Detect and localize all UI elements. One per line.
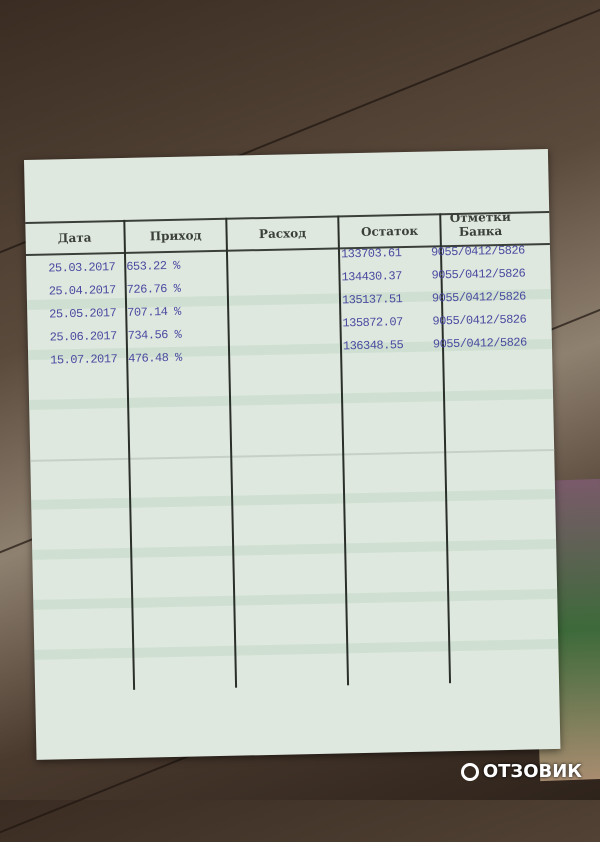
watermark-text: ОТЗОВИК	[482, 761, 582, 782]
page-fold	[30, 448, 555, 462]
row-bank-mark: 9055/0412/5826	[431, 266, 526, 283]
row-income: 726.76 %	[126, 281, 181, 297]
row-date: 25.03.2017	[48, 260, 116, 276]
row-balance: 133703.61	[340, 246, 402, 262]
watermark-logo-icon	[460, 762, 479, 781]
watermark: ОТЗОВИК	[460, 761, 582, 782]
row-bank-mark: 9055/0412/5826	[431, 289, 526, 306]
page-stripe	[33, 588, 558, 610]
row-income: 734.56 %	[127, 327, 182, 343]
header-income: Приход	[149, 228, 202, 244]
page-stripe	[32, 538, 557, 560]
row-bank-mark: 9055/0412/5826	[430, 243, 525, 260]
row-date: 25.04.2017	[48, 283, 116, 299]
row-income: 707.14 %	[127, 304, 181, 320]
header-bank-marks: Отметки Банка	[449, 209, 511, 239]
page-stripe	[31, 488, 556, 510]
row-balance: 135872.07	[342, 315, 403, 331]
column-divider	[337, 215, 350, 686]
row-balance: 136348.55	[342, 338, 404, 354]
row-bank-mark: 9055/0412/5826	[432, 312, 527, 329]
row-date: 15.07.2017	[50, 352, 118, 368]
row-income: 653.22 %	[126, 258, 181, 274]
row-income: 476.48 %	[128, 350, 182, 366]
page-stripe	[29, 388, 554, 410]
page-stripe	[34, 638, 559, 660]
row-balance: 135137.51	[341, 292, 403, 308]
row-date: 25.06.2017	[49, 329, 117, 345]
row-balance: 134430.37	[341, 269, 402, 285]
header-balance: Остаток	[360, 223, 419, 239]
header-date: Дата	[57, 230, 92, 246]
header-expense: Расход	[258, 226, 307, 242]
passbook-rows: 25.03.2017 653.22 % 133703.61 9055/0412/582…	[24, 149, 548, 368]
passbook-page: Дата Приход Расход Остаток Отметки Банка…	[24, 149, 561, 760]
column-divider	[439, 213, 452, 684]
row-bank-mark: 9055/0412/5826	[432, 335, 527, 352]
column-divider	[225, 217, 238, 688]
row-date: 25.05.2017	[49, 306, 117, 322]
